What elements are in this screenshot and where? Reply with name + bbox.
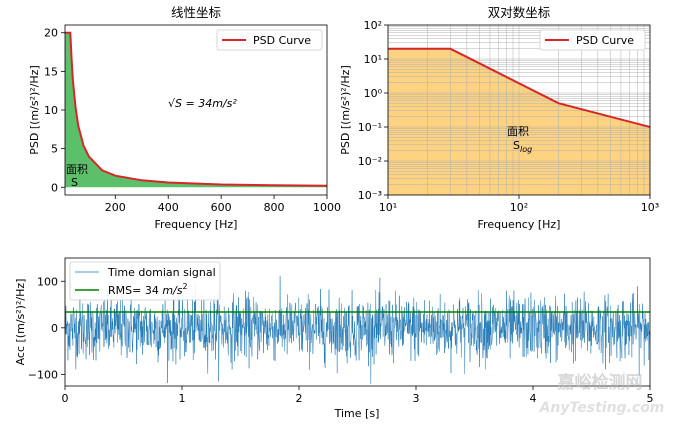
x-tick-label: 5 — [647, 392, 654, 405]
y-tick-label: 20 — [44, 27, 58, 40]
linear-x-axis-label: Frequency [Hz] — [155, 218, 238, 231]
x-tick-label: 600 — [211, 201, 232, 214]
x-tick-label: 10³ — [641, 201, 659, 214]
time-domain-chart: 0 1 2 3 4 5 −100 0 100 Time [s] Acc [(m/s²)²/Hz… — [14, 257, 654, 420]
time-y-ticks: −100 0 100 — [28, 275, 65, 381]
loglog-legend: PSD Curve — [539, 29, 646, 51]
linear-y-ticks: 0 5 10 15 20 — [44, 27, 65, 194]
x-tick-label: 0 — [62, 392, 69, 405]
legend-label-rms: RMS= 34 m/s2 — [108, 282, 188, 297]
y-tick-label: 5 — [51, 143, 58, 156]
y-tick-label: 15 — [44, 65, 58, 78]
loglog-x-axis-label: Frequency [Hz] — [478, 218, 561, 231]
area-label-line1: 面积 — [66, 163, 88, 176]
log-area-label-line2: Slog — [513, 139, 532, 154]
loglog-chart-title: 双对数坐标 — [488, 5, 551, 20]
time-y-axis-label: Acc [(m/s²)²/Hz] — [14, 279, 27, 366]
linear-legend: PSD Curve — [216, 29, 323, 51]
x-tick-label: 1 — [179, 392, 186, 405]
linear-plot-area — [65, 25, 327, 195]
watermark-en: AnyTesting.com — [539, 400, 665, 416]
x-tick-label: 200 — [105, 201, 126, 214]
legend-label-psd-log: PSD Curve — [576, 34, 634, 47]
loglog-psd-curve — [388, 47, 650, 128]
x-tick-label: 4 — [530, 392, 537, 405]
y-tick-label: 0 — [51, 181, 58, 194]
y-tick-label: 10¹ — [364, 53, 382, 66]
loglog-psd-chart: 双对数坐标 10¹ 10² 10³ 10⁻³ 10⁻² 10⁻¹ 10⁰ 10¹ 10² Fr… — [339, 5, 659, 231]
loglog-y-axis-label: PSD [(m/s²)²/Hz] — [339, 65, 352, 154]
loglog-x-ticks: 10¹ 10² 10³ — [379, 195, 659, 214]
legend-label-signal: Time domian signal — [107, 266, 216, 279]
loglog-grid — [388, 25, 650, 195]
y-tick-label: 10⁰ — [364, 87, 383, 100]
legend-label-psd: PSD Curve — [253, 34, 311, 47]
y-tick-label: 10 — [44, 104, 58, 117]
x-tick-label: 10² — [510, 201, 528, 214]
y-tick-label: 10⁻¹ — [358, 121, 382, 134]
x-tick-label: 400 — [158, 201, 179, 214]
linear-chart-title: 线性坐标 — [171, 5, 221, 20]
time-domain-signal-line — [65, 275, 650, 384]
linear-x-ticks: 200 400 600 800 1000 — [105, 195, 341, 214]
y-tick-label: 100 — [37, 275, 58, 288]
x-tick-label: 800 — [264, 201, 285, 214]
watermark-cn: 嘉峪检测网 — [557, 372, 643, 393]
linear-y-axis-label: PSD [(m/s²)²/Hz] — [28, 65, 41, 154]
time-x-ticks: 0 1 2 3 4 5 — [62, 386, 654, 405]
area-label-line2: S — [71, 176, 78, 189]
x-tick-label: 2 — [296, 392, 303, 405]
linear-psd-area — [65, 32, 327, 188]
loglog-y-ticks: 10⁻³ 10⁻² 10⁻¹ 10⁰ 10¹ 10² — [358, 19, 388, 202]
x-tick-label: 3 — [413, 392, 420, 405]
y-tick-label: 10² — [364, 19, 382, 32]
y-tick-label: −100 — [28, 368, 58, 381]
x-tick-label: 1000 — [313, 201, 341, 214]
rms-annotation: √S = 34m/s² — [168, 97, 237, 110]
linear-psd-curve — [65, 31, 327, 187]
y-tick-label: 10⁻³ — [358, 189, 382, 202]
log-area-label-line1: 面积 — [507, 125, 529, 138]
x-tick-label: 10¹ — [379, 201, 397, 214]
linear-psd-chart: 线性坐标 200 400 600 800 1000 0 5 10 15 20 Frequency… — [28, 5, 341, 231]
time-legend: Time domian signal RMS= 34 m/s2 — [69, 261, 221, 301]
y-tick-label: 0 — [51, 322, 58, 335]
y-tick-label: 10⁻² — [358, 155, 382, 168]
time-x-axis-label: Time [s] — [334, 407, 380, 420]
watermark: 嘉峪检测网 AnyTesting.com — [539, 372, 665, 416]
